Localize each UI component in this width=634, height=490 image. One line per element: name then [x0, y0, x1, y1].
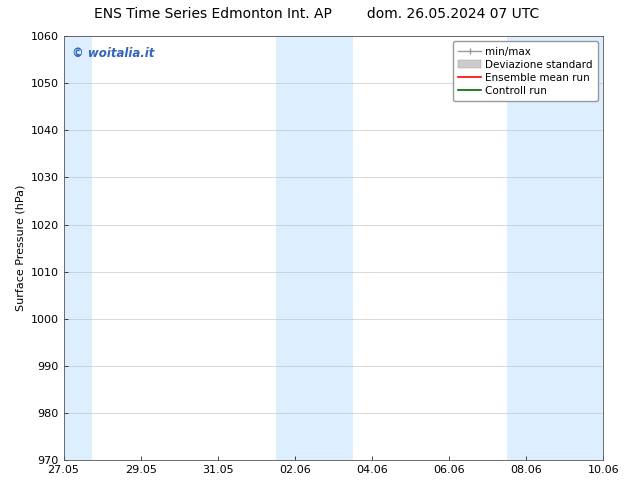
Legend: min/max, Deviazione standard, Ensemble mean run, Controll run: min/max, Deviazione standard, Ensemble m… — [453, 41, 598, 101]
Text: © woitalia.it: © woitalia.it — [72, 47, 154, 60]
Bar — [276, 36, 353, 460]
Y-axis label: Surface Pressure (hPa): Surface Pressure (hPa) — [15, 185, 25, 311]
Text: ENS Time Series Edmonton Int. AP        dom. 26.05.2024 07 UTC: ENS Time Series Edmonton Int. AP dom. 26… — [94, 7, 540, 22]
Bar — [507, 36, 603, 460]
Bar — [63, 36, 93, 460]
